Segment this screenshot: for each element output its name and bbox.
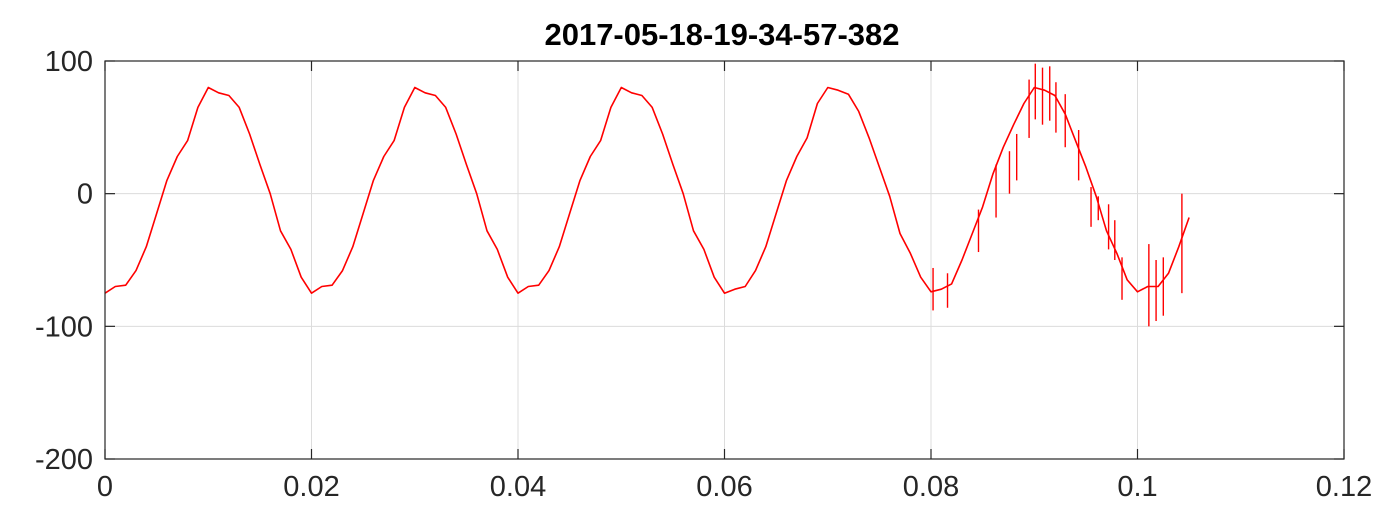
x-tick-label: 0.02 (283, 471, 339, 503)
y-tick-label: -100 (35, 311, 93, 343)
axis-ticks (104, 60, 1345, 460)
plot-area (104, 63, 1190, 327)
x-axis-tick-labels: 0 0.02 0.04 0.06 0.08 0.1 0.12 (97, 471, 1372, 503)
x-tick-label: 0.06 (696, 471, 752, 503)
x-tick-label: 0.08 (903, 471, 959, 503)
series-line (104, 86, 1190, 295)
y-tick-label: 0 (77, 179, 93, 211)
x-tick-label: 0.1 (1117, 471, 1157, 503)
y-axis-tick-labels: -200 -100 0 100 (35, 46, 93, 476)
y-tick-label: 100 (45, 46, 93, 78)
x-tick-label: 0 (97, 471, 113, 503)
y-tick-label: -200 (35, 444, 93, 476)
grid-lines (104, 60, 1345, 460)
chart-title: 2017-05-18-19-34-57-382 (544, 17, 899, 52)
x-tick-label: 0.12 (1316, 471, 1372, 503)
x-tick-label: 0.04 (490, 471, 546, 503)
